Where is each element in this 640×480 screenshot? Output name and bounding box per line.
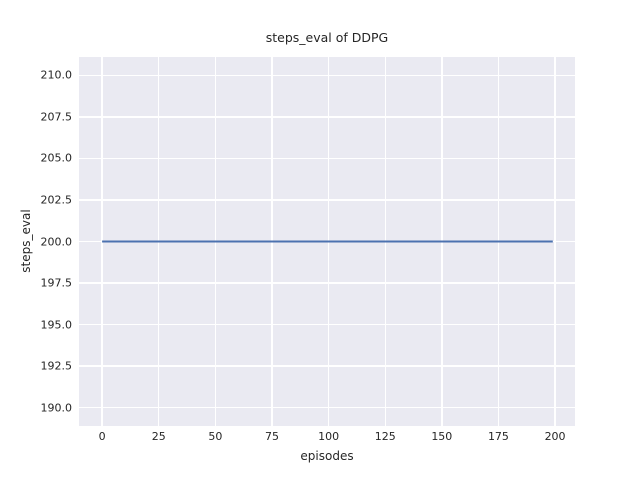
- x-tick-label: 100: [318, 430, 340, 443]
- horizontal-gridline: [79, 282, 575, 284]
- y-tick-label: 202.5: [40, 193, 73, 207]
- x-tick-label: 125: [374, 430, 396, 443]
- x-tick-label: 175: [487, 430, 509, 443]
- y-tick-label: 192.5: [40, 359, 73, 373]
- y-tick-label: 197.5: [40, 276, 73, 290]
- x-tick-label: 150: [431, 430, 453, 443]
- x-tick-label: 50: [208, 430, 223, 443]
- x-tick-label: 75: [264, 430, 279, 443]
- horizontal-gridline: [79, 323, 575, 326]
- y-tick-label: 210.0: [40, 68, 73, 82]
- x-tick-label: 25: [151, 430, 166, 443]
- y-axis-label: steps_eval: [19, 209, 33, 273]
- horizontal-gridline: [79, 116, 575, 118]
- horizontal-gridline: [79, 407, 575, 409]
- x-tick-label: 0: [98, 430, 106, 443]
- y-tick-label: 205.0: [40, 151, 73, 165]
- horizontal-gridline: [79, 157, 575, 160]
- horizontal-gridline: [79, 199, 575, 201]
- y-tick-label: 207.5: [40, 110, 73, 124]
- x-axis-label: episodes: [300, 449, 354, 463]
- horizontal-gridline: [79, 74, 575, 76]
- x-tick-label: 200: [544, 430, 566, 443]
- chart-title: steps_eval of DDPG: [265, 30, 389, 45]
- y-tick-label: 190.0: [40, 401, 73, 415]
- plot-area: [79, 57, 575, 426]
- y-tick-label: 200.0: [40, 235, 73, 248]
- y-tick-label: 195.0: [40, 318, 73, 332]
- horizontal-gridline: [79, 365, 575, 367]
- line-series: [102, 240, 553, 243]
